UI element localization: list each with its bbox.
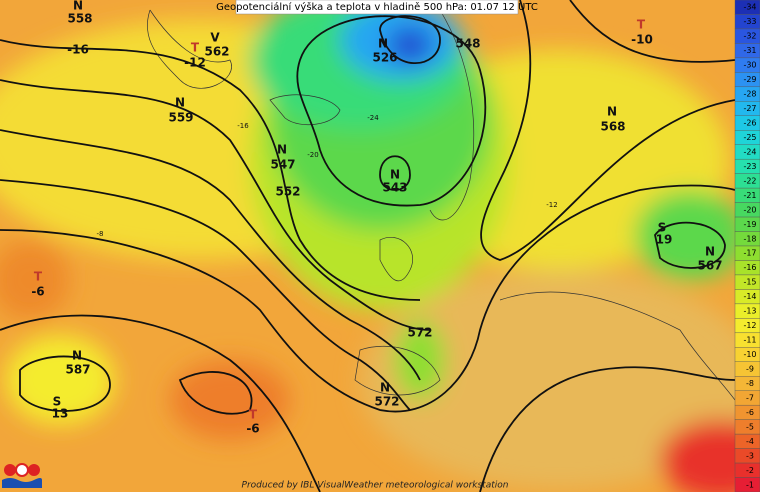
isotherm-label: -12 [546,201,557,209]
low-marker: N [378,37,388,51]
map-title: Geopotenciální výška a teplota v hladině… [216,1,538,13]
height-label: 548 [455,37,480,51]
colorbar-label: -9 [746,365,754,374]
colorbar-label: -31 [743,46,756,55]
colorbar-label: -30 [743,61,756,70]
colorbar-label: -5 [746,422,754,431]
colorbar-label: -23 [743,162,756,171]
low-marker: N [72,349,82,363]
temp-label: -6 [31,285,44,299]
colorbar-label: -33 [743,17,756,26]
credit: Produced by IBL VisualWeather meteorolog… [242,481,509,491]
height-label: 543 [382,181,407,195]
isotherm-label: -24 [367,114,379,122]
low-marker: N [607,105,617,119]
height-label: 526 [372,51,397,65]
colorbar-label: -24 [743,147,756,156]
colorbar-label: -20 [743,205,756,214]
colorbar-label: -25 [743,133,756,142]
temp-marker: T [637,18,646,32]
height-label: 572 [374,395,399,409]
colorbar-label: -12 [743,321,756,330]
height-label: 559 [168,111,193,125]
height-label: 562 [204,45,229,59]
colorbar-label: -21 [743,191,756,200]
title-box: Geopotenciální výška a teplota v hladině… [216,0,538,15]
colorbar-label: -17 [743,249,756,258]
logo [2,463,42,488]
height-label: 567 [697,259,722,273]
colorbar-label: -22 [743,176,756,185]
colorbar-label: -27 [743,104,756,113]
temp-marker: T [34,270,43,284]
low-marker: N [73,0,83,13]
colorbar-label: -16 [743,263,756,272]
height-label: 587 [65,363,90,377]
temp-marker: T [191,41,200,55]
temp-label: 19 [656,233,673,247]
warm-marker: S [658,221,667,235]
isotherm-label: -8 [97,230,104,238]
low-marker: N [390,168,400,182]
low-marker: N [380,381,390,395]
colorbar-label: -2 [746,466,754,475]
colorbar-label: -32 [743,32,756,41]
colorbar-label: -19 [743,220,756,229]
colorbar-label: -14 [743,292,756,301]
high-marker: V [210,31,220,45]
low-marker: N [175,96,185,110]
temp-marker: T [249,408,258,422]
contours [0,0,736,492]
isotherm-label: -16 [237,122,249,130]
colorbar-label: -1 [746,480,754,489]
colorbar: -34 -33 -32 -31 -30 -29 -28 -27 -26 -25 -24 -23 -22 -… [734,0,760,492]
colorbar-label: -15 [743,278,756,287]
colorbar-label: -8 [746,379,754,388]
colorbar-label: -6 [746,408,754,417]
colorbar-label: -26 [743,119,756,128]
colorbar-label: -18 [743,234,756,243]
height-label: 568 [600,120,625,134]
colorbar-label: -11 [743,336,756,345]
colorbar-label: -10 [743,350,756,359]
colorbar-label: -13 [743,307,756,316]
colorbar-label: -29 [743,75,756,84]
colorbar-label: -28 [743,90,756,99]
warm-marker: S [53,395,62,409]
low-marker: N [277,143,287,157]
low-marker: N [705,245,715,259]
height-label: 552 [275,185,300,199]
colorbar-label: -4 [746,437,754,446]
temp-label: -6 [246,422,259,436]
height-label: 572 [407,326,432,340]
height-label: 547 [270,158,295,172]
colorbar-label: -7 [746,393,754,402]
colorbar-label: -3 [746,451,754,460]
temp-label: -12 [184,56,206,70]
map-labels: N 558 -16 T -12 V 562 N 559 N 526 548 N … [31,0,722,436]
temp-label: -16 [67,43,89,57]
temp-label: -10 [631,33,653,47]
colorbar-cell [734,477,760,492]
isotherm-label: -20 [307,151,318,159]
colorbar-label: -34 [743,3,756,12]
temp-label: 13 [52,407,69,421]
height-label: 558 [67,12,92,26]
